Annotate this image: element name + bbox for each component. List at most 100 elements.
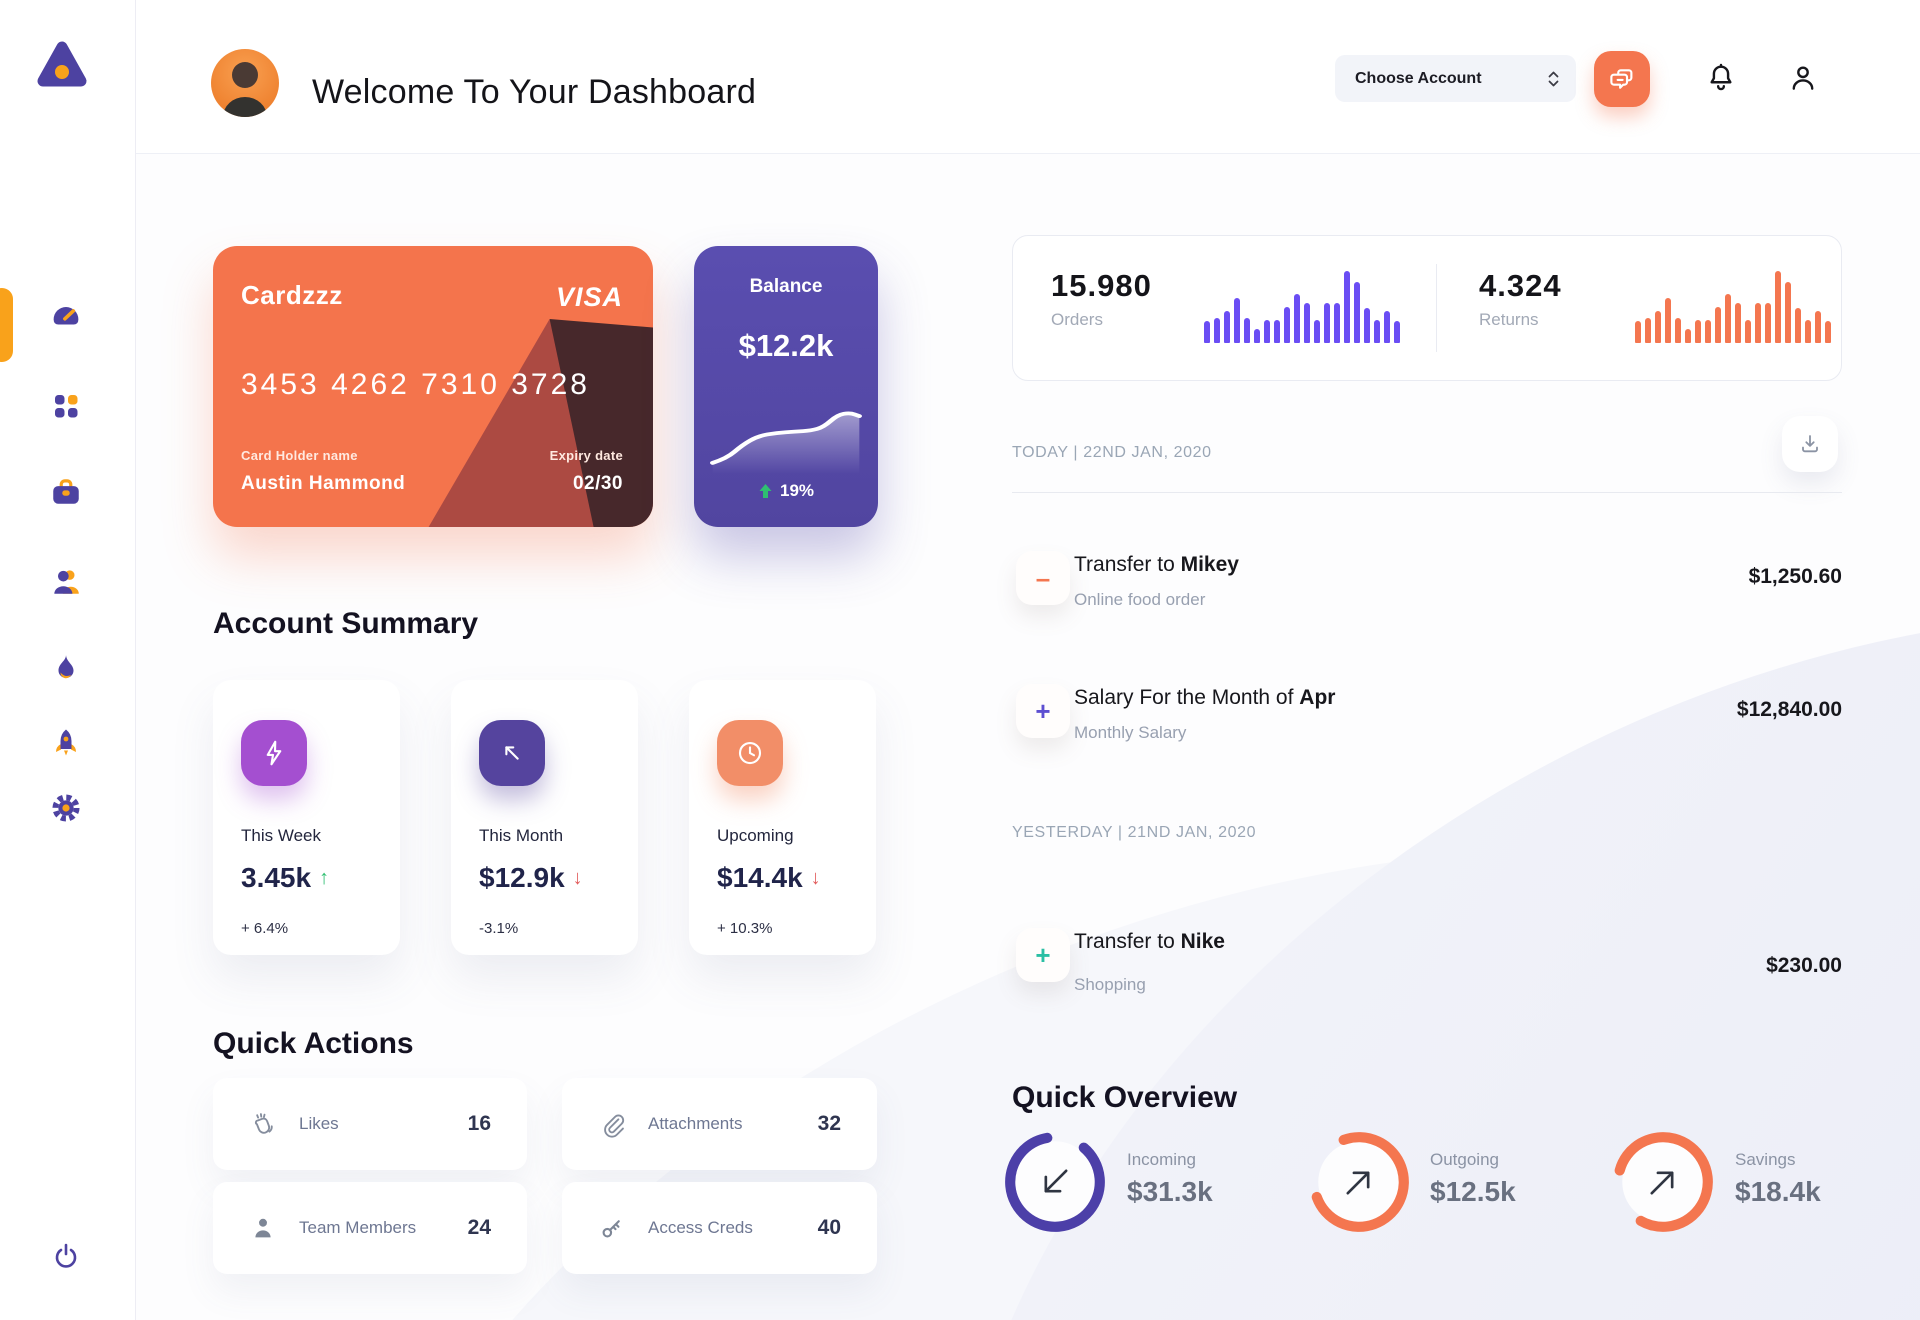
sidebar-item-work[interactable]	[46, 472, 86, 512]
down-left-arrow-icon	[1044, 1169, 1068, 1193]
briefcase-icon	[53, 479, 79, 504]
messages-button[interactable]	[1594, 51, 1650, 107]
flame-icon	[58, 655, 74, 679]
lightning-icon-box	[241, 720, 307, 786]
rocket-icon	[56, 729, 76, 756]
balance-card: Balance $12.2k 19%	[694, 246, 878, 527]
quick-action-attachments[interactable]: Attachments 32	[562, 1078, 877, 1170]
chat-bubbles-icon	[1610, 69, 1633, 89]
expiry-label: Expiry date	[549, 448, 623, 463]
orders-bar-chart	[1204, 271, 1400, 343]
summary-delta: + 10.3%	[717, 920, 773, 937]
users-icon	[54, 570, 79, 594]
outgoing-donut-chart	[1309, 1132, 1409, 1232]
overview-label: Incoming	[1127, 1150, 1196, 1169]
user-icon	[1792, 66, 1814, 90]
account-select-label: Choose Account	[1355, 69, 1482, 87]
summary-value: $12.9k ↓	[479, 862, 583, 893]
summary-label: Upcoming	[717, 826, 794, 845]
up-arrow-icon	[759, 484, 772, 498]
overview-label: Savings	[1735, 1150, 1796, 1169]
today-section-label: TODAY | 22ND JAN, 2020	[1012, 444, 1212, 461]
active-nav-indicator	[0, 288, 13, 362]
quick-action-count: 32	[817, 1112, 841, 1135]
overview-label: Outgoing	[1430, 1150, 1499, 1169]
transaction-sign-icon: –	[1016, 551, 1070, 605]
balance-change-value: 19%	[779, 481, 815, 500]
dashboard-gauge-icon	[53, 307, 79, 325]
clock-icon	[738, 741, 762, 765]
clock-icon-box	[717, 720, 783, 786]
expiry-value: 02/30	[572, 473, 623, 494]
sidebar-item-activity[interactable]	[46, 648, 86, 688]
power-icon	[55, 1243, 77, 1268]
transaction-title: Salary For the Month of Apr	[1074, 686, 1336, 709]
trend-arrow-icon: ↓	[810, 866, 821, 889]
returns-label: Returns	[1479, 310, 1539, 329]
divider	[1012, 492, 1842, 493]
transaction-row[interactable]: – Transfer to Mikey Online food order $1…	[1012, 551, 1842, 631]
bell-icon	[1710, 63, 1732, 91]
transaction-title: Transfer to Nike	[1074, 930, 1225, 953]
transaction-sign-icon: +	[1016, 928, 1070, 982]
orders-value: 15.980	[1051, 268, 1152, 303]
card-holder-label: Card Holder name	[241, 448, 358, 463]
savings-donut-chart	[1613, 1132, 1713, 1232]
overview-outgoing-ring	[1303, 1126, 1415, 1238]
quick-action-count: 24	[467, 1216, 491, 1239]
lightning-icon	[266, 740, 282, 766]
download-button[interactable]	[1782, 416, 1838, 472]
triangle-logo-icon	[37, 41, 87, 87]
account-select[interactable]: Choose Account	[1335, 55, 1576, 102]
overview-value: $18.4k	[1735, 1176, 1821, 1207]
account-summary-title: Account Summary	[213, 606, 479, 640]
overview-value: $12.5k	[1430, 1176, 1516, 1207]
incoming-donut-chart	[1005, 1132, 1105, 1232]
key-icon	[602, 1220, 620, 1238]
up-right-arrow-icon	[1650, 1171, 1674, 1195]
summary-value: 3.45k ↑	[241, 862, 330, 893]
transaction-row[interactable]: + Transfer to Nike Shopping $230.00	[1012, 928, 1842, 1008]
user-avatar[interactable]	[211, 49, 279, 117]
quick-action-team-members[interactable]: Team Members 24	[213, 1182, 527, 1274]
sidebar-item-launch[interactable]	[46, 723, 86, 763]
visa-logo: VISA	[555, 282, 623, 312]
notifications-button[interactable]	[1704, 61, 1738, 95]
sidebar-item-apps[interactable]	[46, 386, 86, 426]
person-icon	[255, 1218, 271, 1238]
sidebar-item-logout[interactable]	[46, 1236, 86, 1276]
sidebar-item-settings[interactable]	[46, 788, 86, 828]
summary-label: This Week	[241, 826, 321, 845]
transaction-row[interactable]: + Salary For the Month of Apr Monthly Sa…	[1012, 684, 1842, 764]
select-chevrons-icon	[1548, 71, 1559, 86]
trend-arrow-icon: ↓	[572, 866, 583, 889]
sidebar-item-dashboard[interactable]	[46, 296, 86, 336]
orders-returns-card: 15.980 Orders 4.324 Returns	[1012, 235, 1842, 381]
quick-action-access-creds[interactable]: Access Creds 40	[562, 1182, 877, 1274]
summary-label: This Month	[479, 826, 564, 845]
sidebar	[0, 0, 136, 1320]
transaction-title: Transfer to Mikey	[1074, 553, 1239, 576]
quick-action-likes[interactable]: Likes 16	[213, 1078, 527, 1170]
overview-savings-ring	[1607, 1126, 1719, 1238]
paperclip-icon	[604, 1114, 625, 1138]
overview-incoming-ring	[999, 1126, 1111, 1238]
sidebar-item-team[interactable]	[46, 562, 86, 602]
profile-button[interactable]	[1786, 61, 1820, 95]
clap-hands-icon	[254, 1113, 273, 1134]
orders-label: Orders	[1051, 310, 1103, 329]
gear-icon	[52, 794, 80, 822]
quick-action-count: 40	[817, 1216, 841, 1239]
balance-trend-chart	[710, 411, 862, 474]
balance-value: $12.2k	[738, 328, 834, 363]
overview-value: $31.3k	[1127, 1176, 1213, 1207]
summary-delta: + 6.4%	[241, 920, 289, 937]
quick-action-count: 16	[467, 1112, 491, 1135]
transaction-amount: $12,840.00	[1736, 698, 1842, 721]
card-name: Cardzzz	[241, 280, 343, 310]
balance-change: 19%	[694, 481, 878, 501]
yesterday-section-label: YESTERDAY | 21ND JAN, 2020	[1012, 824, 1257, 841]
avatar-photo	[223, 62, 267, 117]
quick-action-label: Attachments	[648, 1114, 743, 1133]
